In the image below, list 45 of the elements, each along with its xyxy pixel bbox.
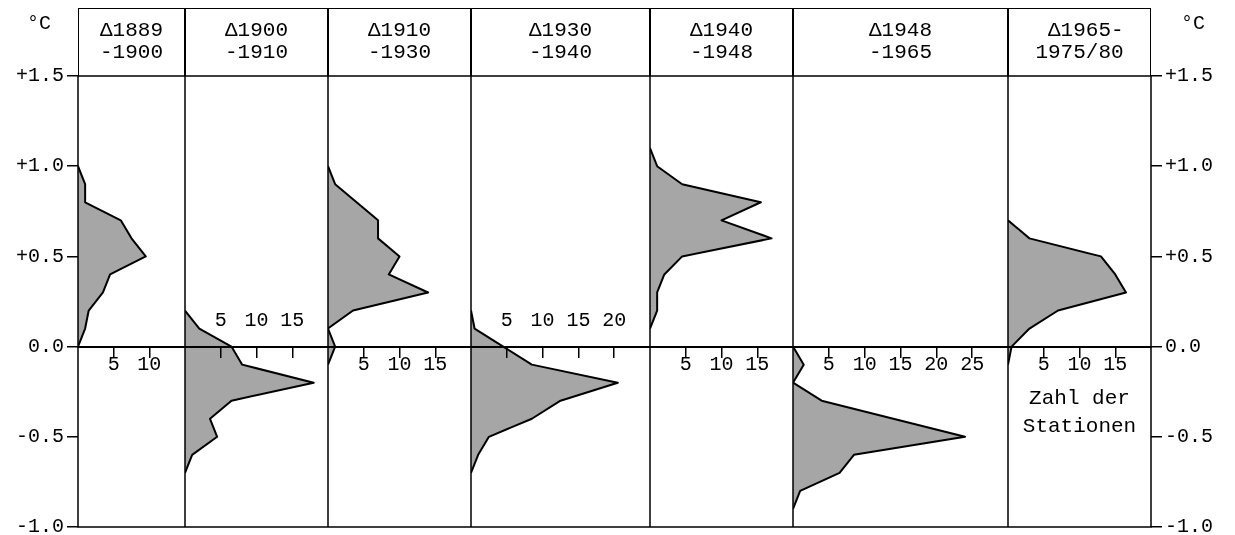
x-tick-label: 10 — [530, 308, 555, 332]
chart-title: Δ1889 -1900 — [99, 19, 163, 64]
x-tick-label: 5 — [679, 352, 692, 376]
x-tick-label: 25 — [960, 352, 985, 376]
y-axis-title: °C — [26, 12, 52, 35]
y-tick-label: +1.0 — [1165, 154, 1214, 178]
y-tick-label: 0.0 — [27, 334, 64, 358]
x-tick-label: 15 — [423, 352, 448, 376]
x-tick-label: 10 — [387, 352, 412, 376]
chart-title: Δ1965- 1975/80 — [1035, 19, 1124, 64]
x-tick-label: 5 — [107, 352, 120, 376]
chart-title: Δ1930 -1940 — [528, 19, 592, 64]
y-tick-label: 0.0 — [1165, 334, 1202, 358]
x-tick-label: 5 — [357, 352, 370, 376]
x-tick-label: 10 — [709, 352, 734, 376]
y-axis-title: °C — [1180, 12, 1206, 35]
x-axis-title: Zahl der Stationen — [1021, 385, 1138, 440]
x-tick-label: 5 — [1037, 352, 1050, 376]
x-tick-label: 10 — [244, 308, 269, 332]
y-tick-label: -0.5 — [1165, 425, 1214, 449]
y-tick-label: -1.0 — [15, 515, 64, 535]
x-tick-label: 10 — [1067, 352, 1092, 376]
x-tick-label: 15 — [566, 308, 591, 332]
x-tick-label: 5 — [822, 352, 835, 376]
y-tick-label: +1.0 — [15, 154, 64, 178]
y-tick-label: +1.5 — [1165, 64, 1214, 88]
y-tick-label: +0.5 — [15, 244, 64, 268]
x-tick-label: 20 — [924, 352, 949, 376]
y-tick-label: -1.0 — [1165, 515, 1214, 535]
x-tick-label: 20 — [602, 308, 627, 332]
chart-title: Δ1900 -1910 — [224, 19, 288, 64]
chart-title: Δ1948 -1965 — [868, 19, 932, 64]
x-tick-label: 15 — [745, 352, 770, 376]
y-tick-label: +1.5 — [15, 64, 64, 88]
x-tick-label: 15 — [888, 352, 913, 376]
x-tick-label: 10 — [852, 352, 877, 376]
x-tick-label: 10 — [137, 352, 162, 376]
y-tick-label: -0.5 — [15, 425, 64, 449]
x-tick-label: 15 — [280, 308, 305, 332]
chart-title: Δ1910 -1930 — [367, 19, 431, 64]
x-tick-label: 5 — [500, 308, 513, 332]
x-tick-label: 15 — [1103, 352, 1128, 376]
x-tick-label: 5 — [214, 308, 227, 332]
chart-title: Δ1940 -1948 — [689, 19, 753, 64]
y-tick-label: +0.5 — [1165, 244, 1214, 268]
